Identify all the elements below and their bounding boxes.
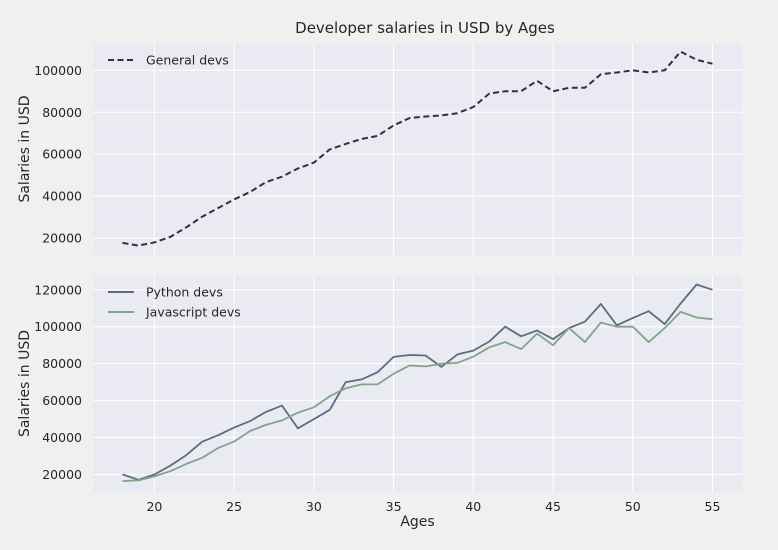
plot-area (93, 275, 742, 492)
y-tick-label: 40000 (42, 189, 82, 204)
x-tick-label: 45 (545, 499, 561, 514)
y-tick-label: 80000 (42, 356, 82, 371)
series-line (122, 50, 713, 247)
top-subplot: 20000 40000 60000 80000 100000 Salaries in US… (17, 43, 742, 255)
y-tick-label: 80000 (42, 105, 82, 120)
legend-label: Javascript devs (145, 305, 241, 320)
y-tick-label: 120000 (34, 282, 82, 297)
x-tick-label: 50 (625, 499, 641, 514)
x-axis-label: Ages (400, 514, 434, 530)
legend-label: Python devs (146, 285, 223, 300)
series-line (122, 310, 713, 482)
legend: General devs (108, 53, 229, 68)
legend: Python devs Javascript devs (108, 285, 241, 320)
y-tick-label: 100000 (34, 63, 82, 78)
bottom-subplot: 20000 40000 60000 80000 100000 120000 20 25 30 35… (17, 275, 742, 530)
plot-area (93, 43, 742, 255)
x-tick-label: 55 (705, 499, 721, 514)
y-tick-label: 20000 (42, 231, 82, 246)
series-line (122, 283, 713, 481)
y-tick-label: 60000 (42, 393, 82, 408)
y-axis-label: Salaries in USD (17, 330, 33, 437)
legend-label: General devs (146, 53, 229, 68)
x-tick-label: 25 (226, 499, 242, 514)
x-tick-label: 20 (146, 499, 162, 514)
y-tick-label: 40000 (42, 430, 82, 445)
y-tick-label: 100000 (34, 319, 82, 334)
y-tick-label: 20000 (42, 467, 82, 482)
chart-title: Developer salaries in USD by Ages (295, 19, 555, 37)
x-tick-label: 35 (386, 499, 402, 514)
y-tick-label: 60000 (42, 147, 82, 162)
y-axis-label: Salaries in USD (17, 95, 33, 202)
x-tick-label: 30 (306, 499, 322, 514)
x-tick-label: 40 (465, 499, 481, 514)
